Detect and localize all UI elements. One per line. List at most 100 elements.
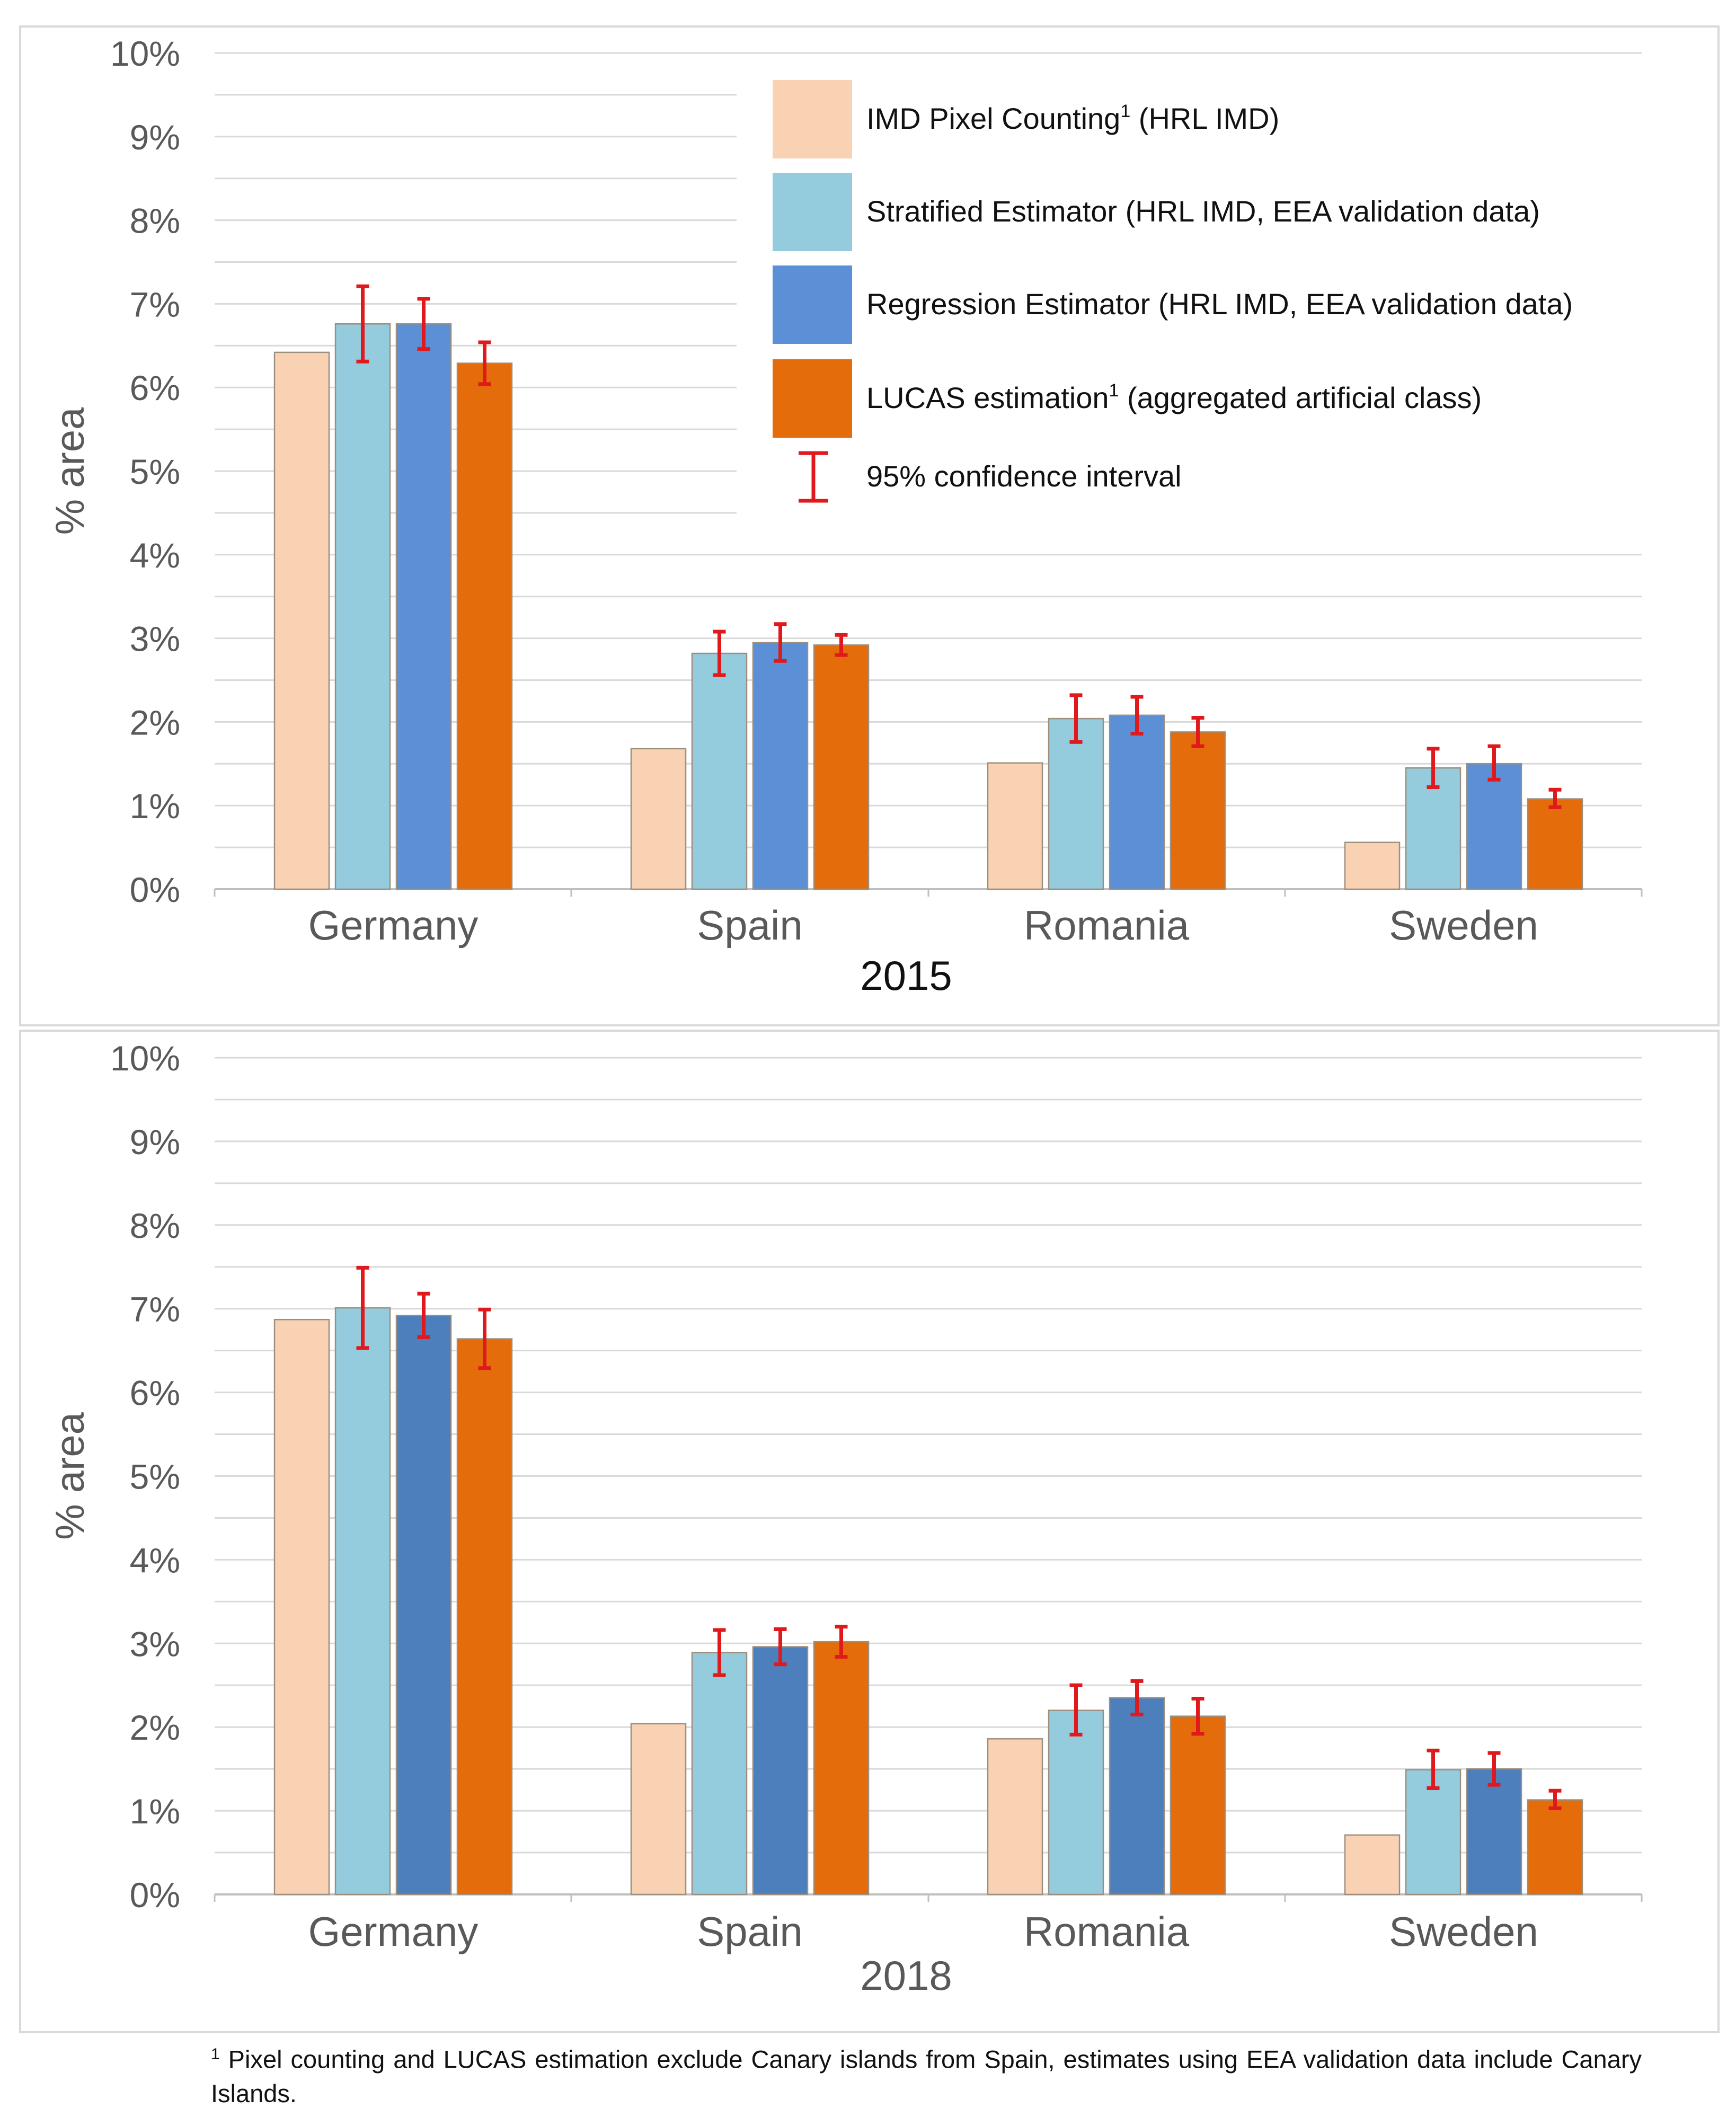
error-bar-2018-sweden-s2 [1427, 1748, 1440, 1790]
footnote-marker: 1 [211, 2045, 220, 2063]
y-tick-label: 8% [130, 201, 180, 241]
error-bar-2018-romania-s3 [1130, 1679, 1144, 1717]
bar-2018-germany-s3 [395, 1315, 452, 1895]
error-bar-2015-romania-s2 [1069, 693, 1083, 744]
bar-2018-romania-s3 [1109, 1697, 1165, 1895]
error-bar-2015-romania-s4 [1191, 716, 1204, 748]
y-tick-label: 1% [130, 1792, 180, 1831]
error-bar-2018-germany-s2 [356, 1265, 369, 1350]
error-bar-2015-sweden-s3 [1487, 744, 1501, 782]
error-bar-2018-spain-s4 [835, 1625, 848, 1659]
bar-2015-spain-s1 [630, 748, 687, 890]
y-tick-label: 3% [130, 619, 180, 659]
error-bar-2018-sweden-s3 [1487, 1751, 1501, 1787]
y-tick-label: 10% [110, 1039, 180, 1078]
error-bar-2018-germany-s4 [478, 1307, 491, 1370]
category-label-spain: Spain [697, 1908, 803, 1955]
legend-label-text: IMD Pixel Counting [866, 102, 1120, 135]
legend-label-superscript: 1 [1120, 101, 1130, 121]
bar-2015-sweden-s4 [1527, 798, 1583, 890]
y-tick-label: 3% [130, 1624, 180, 1663]
bar-2018-sweden-s3 [1466, 1768, 1522, 1895]
error-bar-2015-spain-s2 [713, 630, 726, 677]
error-bar-2018-sweden-s4 [1548, 1788, 1562, 1810]
y-tick-label: 6% [130, 368, 180, 408]
error-bar-2015-spain-s4 [835, 633, 848, 657]
legend-swatch [773, 173, 852, 251]
bar-2015-germany-s2 [334, 323, 391, 890]
legend-item-1: IMD Pixel Counting1 (HRL IMD) [773, 80, 1279, 158]
legend-label: LUCAS estimation1 (aggregated artificial… [866, 380, 1482, 414]
legend-label: Stratified Estimator (HRL IMD, EEA valid… [866, 194, 1540, 228]
y-tick-label: 4% [130, 536, 180, 575]
error-bar-2015-germany-s4 [478, 340, 491, 386]
legend-label: 95% confidence interval [866, 459, 1182, 493]
error-bar-2018-spain-s3 [774, 1627, 787, 1667]
y-tick-label: 10% [110, 34, 180, 73]
y-tick-label: 2% [130, 1708, 180, 1747]
bar-2015-germany-s1 [273, 351, 330, 890]
legend-swatch [773, 80, 852, 158]
legend-label-text: Regression Estimator (HRL IMD, EEA valid… [866, 287, 1573, 321]
chart-panel-2018: 0% 1% 2% 3% 4% 5% 6% 7% 8% 9% 10% % area Germany Spai… [19, 1030, 1720, 2033]
bar-2015-romania-s1 [987, 762, 1043, 890]
bar-2018-spain-s3 [752, 1646, 809, 1895]
y-tick-label: 6% [130, 1374, 180, 1413]
legend-label: Regression Estimator (HRL IMD, EEA valid… [866, 287, 1573, 321]
bar-2018-sweden-s4 [1527, 1799, 1583, 1895]
bar-2015-spain-s2 [691, 652, 748, 890]
legend-label: IMD Pixel Counting1 (HRL IMD) [866, 101, 1279, 135]
y-axis-label: % area [48, 407, 93, 535]
legend: IMD Pixel Counting1 (HRL IMD)Stratified … [737, 58, 1653, 525]
bar-2018-germany-s2 [334, 1307, 391, 1895]
category-label-germany: Germany [308, 902, 479, 949]
y-tick-label: 8% [130, 1206, 180, 1245]
y-tick-label: 1% [130, 786, 180, 826]
legend-item-3: Regression Estimator (HRL IMD, EEA valid… [773, 265, 1573, 344]
bar-2018-spain-s2 [691, 1652, 748, 1895]
bar-2018-sweden-s2 [1405, 1769, 1462, 1895]
bar-2018-romania-s4 [1170, 1715, 1226, 1895]
category-label-spain: Spain [697, 902, 803, 949]
legend-item-5: 95% confidence interval [799, 451, 1182, 503]
category-label-sweden: Sweden [1389, 1908, 1538, 1955]
legend-item-4: LUCAS estimation1 (aggregated artificial… [773, 359, 1482, 438]
chart-title-2018: 2018 [860, 1952, 952, 1999]
y-tick-label: 0% [130, 1875, 180, 1915]
legend-swatch [773, 265, 852, 344]
y-tick-label: 0% [130, 870, 180, 909]
legend-item-2: Stratified Estimator (HRL IMD, EEA valid… [773, 173, 1540, 251]
bar-2015-sweden-s3 [1466, 763, 1522, 890]
bar-2015-germany-s4 [456, 362, 513, 890]
category-label-romania: Romania [1024, 1908, 1190, 1955]
y-axis-label: % area [48, 1412, 93, 1540]
category-label-sweden: Sweden [1389, 902, 1538, 949]
error-bar-2015-romania-s3 [1130, 695, 1144, 736]
y-tick-label: 5% [130, 452, 180, 491]
bar-2018-germany-s1 [273, 1318, 330, 1895]
bar-2018-spain-s4 [813, 1641, 870, 1895]
error-bar-2018-germany-s3 [417, 1291, 430, 1339]
error-bar-2015-sweden-s4 [1548, 787, 1562, 809]
bar-2015-spain-s3 [752, 642, 809, 890]
y-tick-label: 9% [130, 1122, 180, 1162]
error-bar-2015-sweden-s2 [1427, 747, 1440, 789]
error-bar-2015-germany-s3 [417, 297, 430, 351]
bar-2015-germany-s3 [395, 323, 452, 890]
bar-2018-germany-s4 [456, 1338, 513, 1895]
legend-label-suffix: (aggregated artificial class) [1119, 381, 1482, 414]
legend-label-superscript: 1 [1109, 380, 1119, 401]
footnote-text: Pixel counting and LUCAS estimation excl… [211, 2045, 1642, 2107]
footnote: 1 Pixel counting and LUCAS estimation ex… [211, 2038, 1642, 2111]
bar-2015-romania-s4 [1170, 731, 1226, 890]
error-bar-2015-spain-s3 [774, 622, 787, 663]
bar-2015-romania-s2 [1048, 717, 1104, 890]
bar-2015-spain-s4 [813, 644, 870, 890]
bar-2018-spain-s1 [630, 1723, 687, 1895]
y-tick-label: 9% [130, 118, 180, 157]
error-bar-2018-romania-s2 [1069, 1683, 1083, 1737]
legend-label-text: LUCAS estimation [866, 381, 1109, 414]
y-tick-label: 4% [130, 1540, 180, 1580]
legend-label-suffix: (HRL IMD) [1130, 102, 1279, 135]
